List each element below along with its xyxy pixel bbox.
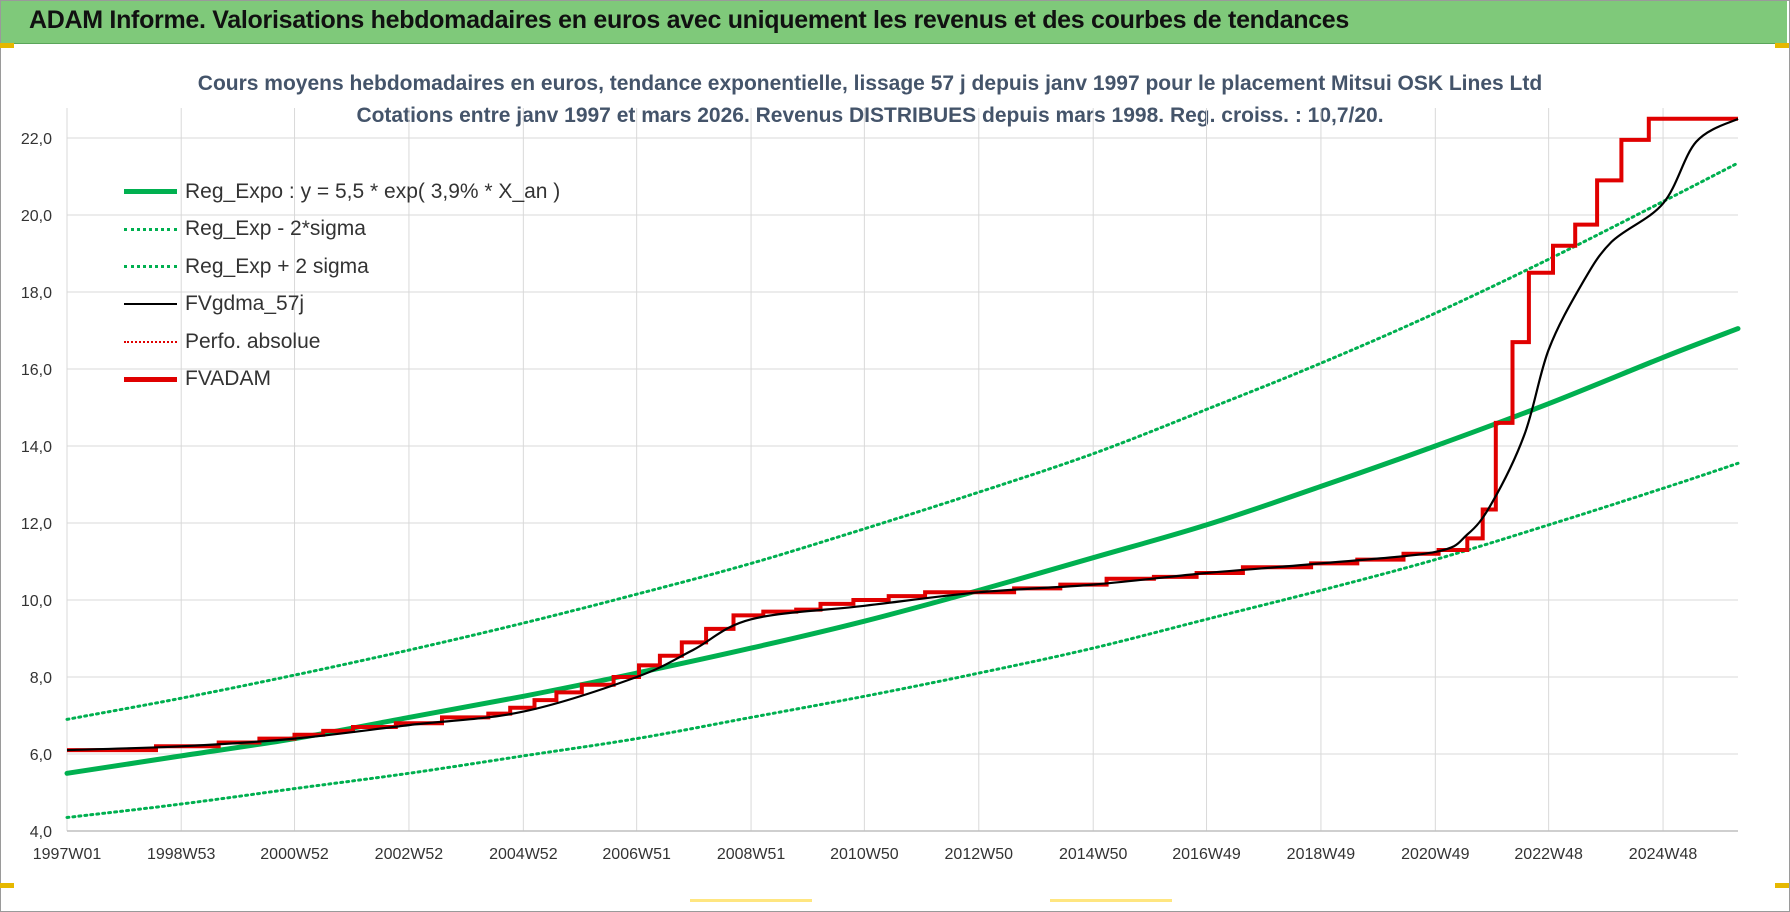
x-tick-label: 2014W50 [1059, 846, 1128, 863]
x-tick-label: 2024W48 [1629, 846, 1698, 863]
chart-title: Cours moyens hebdomadaires en euros, ten… [197, 72, 1543, 95]
x-tick-label: 2000W52 [260, 846, 329, 863]
x-tick-label: 2002W52 [375, 846, 444, 863]
legend-item-reg-exp-plus-2sigma[interactable]: Reg_Exp + 2 sigma [124, 248, 560, 286]
legend-swatch-fvgdma [124, 303, 177, 306]
series-line-4 [67, 116, 1738, 753]
y-tick-label: 18,0 [21, 285, 52, 302]
legend-label-perfo-absolue: Perfo. absolue [185, 329, 321, 353]
y-tick-label: 12,0 [21, 516, 52, 533]
series-line-1 [65, 461, 1740, 819]
chart-legend: Reg_Expo : y = 5,5 * exp( 3,9% * X_an ) … [124, 173, 560, 398]
report-title: ADAM Informe. Valorisations hebdomadaire… [29, 6, 1350, 34]
corner-marker-top-left [0, 43, 14, 48]
legend-label-reg-expo: Reg_Expo : y = 5,5 * exp( 3,9% * X_an ) [185, 179, 561, 203]
chart-series [64, 116, 1741, 819]
report-banner: ADAM Informe. Valorisations hebdomadaire… [1, 1, 1787, 44]
x-tick-label: 2004W52 [489, 846, 558, 863]
y-tick-label: 10,0 [21, 593, 52, 610]
chart-subtitle: Cotations entre janv 1997 et mars 2026. … [356, 104, 1384, 127]
legend-label-fvgdma: FVgdma_57j [185, 292, 305, 316]
x-axis-ticks: 1997W01 1998W53 2000W52 2002W52 2004W52 2006W… [33, 846, 1698, 863]
legend-swatch-fvadam [124, 376, 177, 382]
x-tick-label: 2022W48 [1514, 846, 1583, 863]
y-tick-label: 20,0 [21, 208, 52, 225]
legend-label-fvadam: FVADAM [185, 367, 271, 391]
series-line-3 [66, 117, 1739, 752]
legend-item-reg-exp-minus-2sigma[interactable]: Reg_Exp - 2*sigma [124, 211, 560, 249]
x-tick-label: 1997W01 [33, 846, 102, 863]
bottom-accent-right [1050, 899, 1172, 902]
x-tick-label: 2006W51 [602, 846, 671, 863]
legend-item-reg-expo[interactable]: Reg_Expo : y = 5,5 * exp( 3,9% * X_an ) [124, 173, 560, 211]
legend-swatch-reg-expo [124, 189, 177, 195]
y-tick-label: 16,0 [21, 362, 52, 379]
y-axis-ticks: 4,0 6,0 8,0 10,0 12,0 14,0 16,0 18,0 20,0 22,0 [21, 131, 52, 841]
x-tick-label: 2016W49 [1172, 846, 1241, 863]
y-tick-label: 4,0 [30, 824, 52, 841]
series-line-2 [65, 161, 1740, 721]
legend-label-reg-exp-minus-2sigma: Reg_Exp - 2*sigma [185, 217, 366, 241]
legend-item-fvadam[interactable]: FVADAM [124, 361, 560, 399]
chart-grid [66, 108, 1738, 832]
y-tick-label: 8,0 [30, 670, 52, 687]
corner-marker-bottom-right [1775, 883, 1789, 888]
corner-marker-bottom-left [0, 883, 14, 888]
x-tick-label: 2018W49 [1287, 846, 1356, 863]
bottom-accent-left [690, 899, 812, 902]
y-tick-label: 6,0 [30, 747, 52, 764]
legend-item-fvgdma[interactable]: FVgdma_57j [124, 286, 560, 324]
x-tick-label: 1998W53 [147, 846, 216, 863]
legend-label-reg-exp-plus-2sigma: Reg_Exp + 2 sigma [185, 254, 369, 278]
y-tick-label: 14,0 [21, 439, 52, 456]
legend-swatch-perfo-absolue [124, 340, 177, 343]
corner-marker-top-right [1775, 43, 1789, 48]
x-tick-label: 2008W51 [717, 846, 786, 863]
y-tick-label: 22,0 [21, 131, 52, 148]
x-tick-label: 2010W50 [830, 846, 899, 863]
legend-swatch-reg-exp-minus-2sigma [124, 227, 177, 231]
x-tick-label: 2012W50 [945, 846, 1014, 863]
x-tick-label: 2020W49 [1401, 846, 1470, 863]
legend-swatch-reg-exp-plus-2sigma [124, 265, 177, 269]
legend-item-perfo-absolue[interactable]: Perfo. absolue [124, 323, 560, 361]
